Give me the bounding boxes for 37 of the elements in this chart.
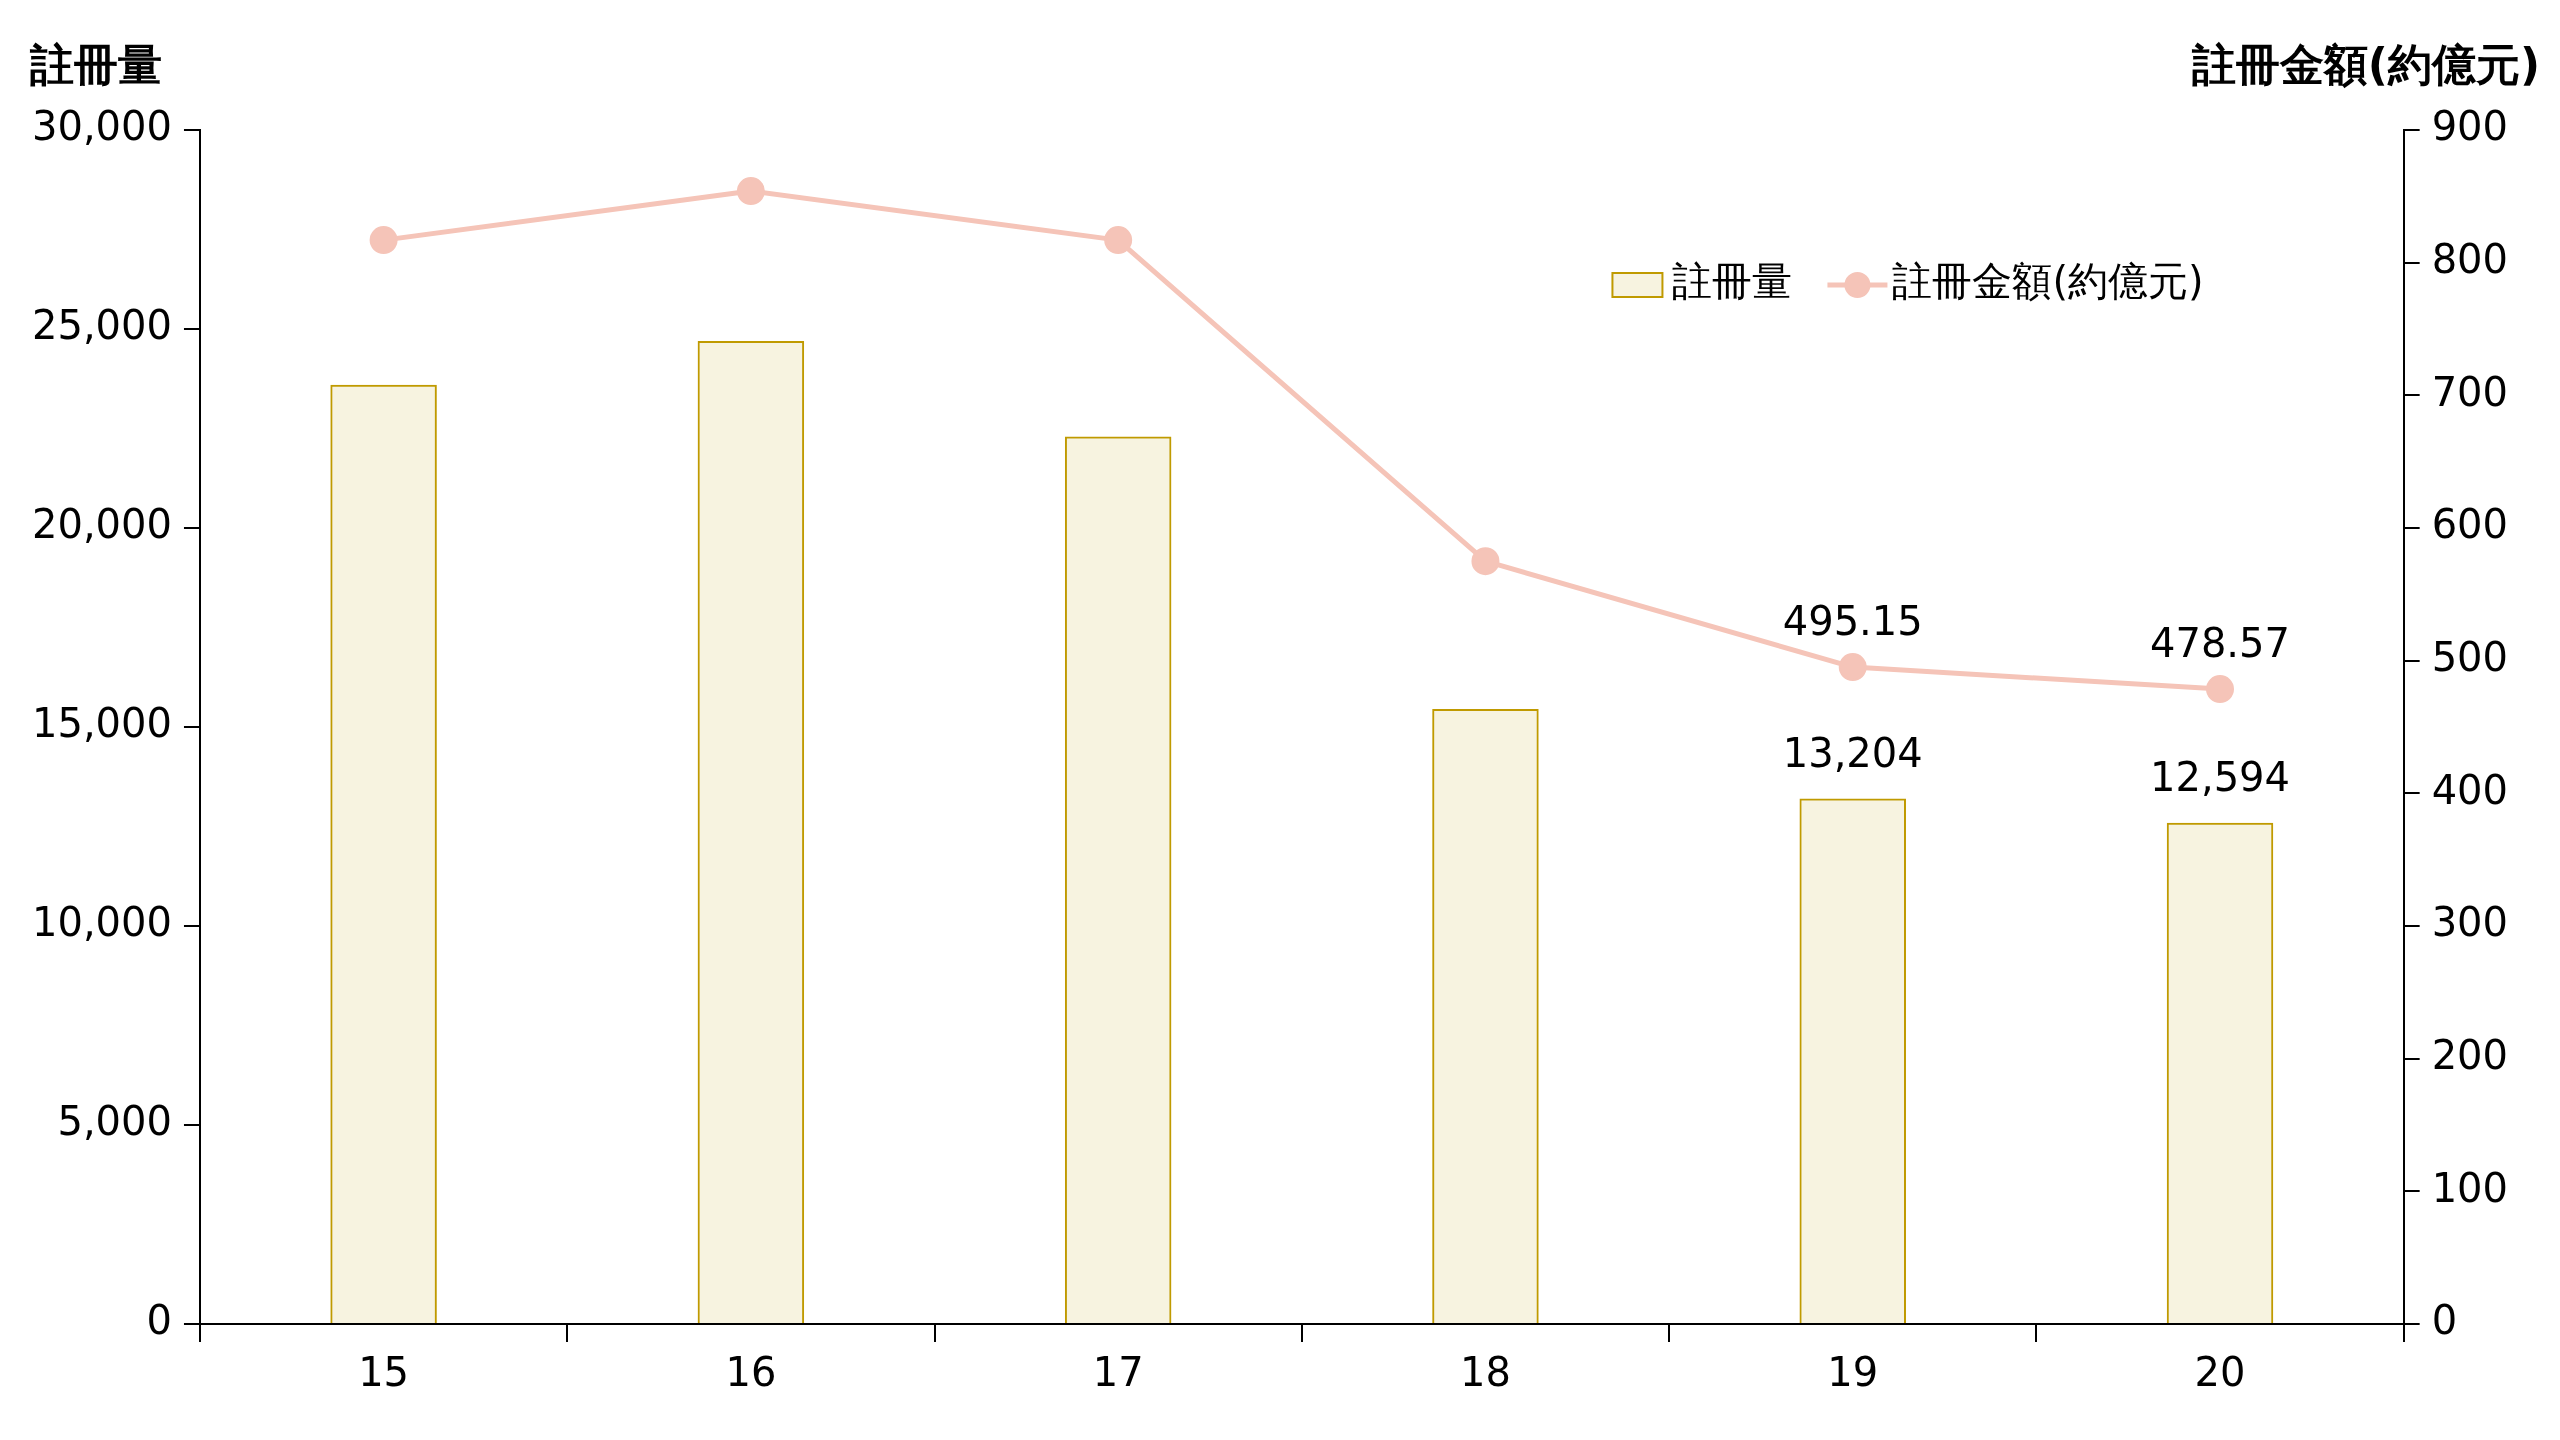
bar — [697, 340, 805, 1323]
y2-tick-label: 800 — [2431, 236, 2509, 283]
y2-tick-label: 0 — [2431, 1297, 2458, 1344]
x-tick-label: 19 — [1827, 1349, 1879, 1396]
x-tick-label: 17 — [1092, 1349, 1144, 1396]
legend-label: 註冊量 — [1672, 258, 1793, 305]
y-axis-title: 註冊量 — [29, 39, 162, 90]
x-tick-label: 20 — [2194, 1349, 2246, 1396]
bar — [1799, 798, 1906, 1323]
y-tick-label: 10,000 — [31, 899, 172, 946]
y2-tick-label: 100 — [2431, 1164, 2509, 1211]
y2-tick-label: 500 — [2431, 634, 2509, 681]
y2-axis-title: 註冊金額(約億元) — [2190, 39, 2540, 90]
y-tick-label: 0 — [146, 1297, 172, 1344]
data-label: 478.57 — [2150, 620, 2290, 667]
y-tick-label: 5,000 — [57, 1098, 172, 1145]
x-tick-label: 16 — [725, 1349, 777, 1396]
y2-tick-label: 700 — [2431, 368, 2509, 415]
bar — [2166, 822, 2274, 1323]
y2-tick-label: 200 — [2431, 1032, 2509, 1079]
data-label: 12,594 — [2150, 754, 2290, 801]
y2-tick-label: 900 — [2431, 103, 2509, 150]
y-tick-label: 20,000 — [31, 501, 172, 548]
bar — [1064, 436, 1172, 1323]
y2-tick-label: 300 — [2431, 899, 2509, 946]
y-tick-label: 30,000 — [31, 103, 172, 150]
x-tick-label: 15 — [358, 1349, 410, 1396]
bar — [330, 384, 437, 1323]
y-tick-label: 25,000 — [31, 302, 172, 349]
y2-tick-label: 600 — [2431, 501, 2509, 548]
data-label: 495.15 — [1782, 598, 1923, 645]
legend-label: 註冊金額(約億元) — [1892, 258, 2204, 305]
bar — [1432, 709, 1539, 1323]
y2-tick-label: 400 — [2431, 766, 2509, 813]
data-label: 13,204 — [1782, 729, 1923, 776]
y-tick-label: 15,000 — [31, 700, 172, 747]
x-tick-label: 18 — [1459, 1349, 1511, 1396]
